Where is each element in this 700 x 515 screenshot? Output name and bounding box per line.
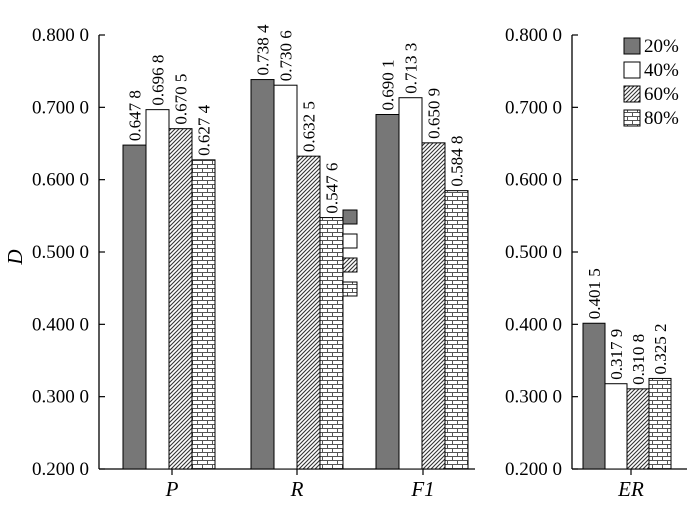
legend-swatch bbox=[623, 85, 641, 103]
y-tick-label: 0.800 0 bbox=[32, 25, 89, 46]
bar-value-label: 0.696 8 bbox=[149, 55, 168, 106]
bar-80pct-F1 bbox=[444, 190, 469, 470]
inline-legend-swatch bbox=[342, 233, 358, 249]
y-tick-label: 0.700 0 bbox=[505, 97, 562, 118]
bar-20pct-ER bbox=[582, 322, 606, 470]
bar-value-label: 0.738 4 bbox=[254, 24, 273, 76]
bar-80pct-P bbox=[191, 159, 216, 470]
x-category-label: P bbox=[165, 477, 179, 501]
bar-value-label: 0.310 8 bbox=[629, 334, 648, 385]
bar-value-label: 0.584 8 bbox=[448, 136, 467, 187]
bar-value-label: 0.713 3 bbox=[402, 43, 421, 94]
bar-value-label: 0.317 9 bbox=[607, 329, 626, 380]
legend-label: 40% bbox=[644, 60, 679, 81]
bar-value-label: 0.650 9 bbox=[425, 88, 444, 139]
legend-swatch bbox=[623, 37, 641, 55]
bar-60pct-P bbox=[168, 128, 193, 470]
bar-40pct-ER bbox=[604, 383, 628, 470]
y-tick-label: 0.200 0 bbox=[505, 459, 562, 480]
bar-60pct-F1 bbox=[421, 142, 446, 470]
bar-value-label: 0.690 1 bbox=[379, 59, 398, 110]
y-tick-label: 0.300 0 bbox=[32, 387, 89, 408]
legend-swatch bbox=[623, 61, 641, 79]
inline-legend-swatch bbox=[342, 281, 358, 297]
bar-40pct-R bbox=[273, 84, 298, 470]
bar-value-label: 0.627 4 bbox=[195, 104, 214, 156]
bar-80pct-ER bbox=[648, 377, 672, 470]
y-tick-label: 0.400 0 bbox=[32, 314, 89, 335]
bar-value-label: 0.401 5 bbox=[585, 268, 604, 319]
x-category-label: F1 bbox=[410, 477, 434, 501]
y-tick-label: 0.700 0 bbox=[32, 97, 89, 118]
bar-40pct-F1 bbox=[398, 97, 423, 470]
bar-value-label: 0.730 6 bbox=[277, 30, 296, 81]
inline-legend-swatch bbox=[342, 257, 358, 273]
bar-20pct-F1 bbox=[375, 113, 400, 470]
y-tick-label: 0.500 0 bbox=[505, 242, 562, 263]
y-tick-label: 0.500 0 bbox=[32, 242, 89, 263]
bar-60pct-R bbox=[296, 155, 321, 470]
bar-value-label: 0.647 8 bbox=[126, 90, 145, 141]
bar-40pct-P bbox=[145, 109, 170, 470]
legend-label: 20% bbox=[644, 36, 679, 57]
y-tick-label: 0.400 0 bbox=[505, 314, 562, 335]
y-tick-label: 0.800 0 bbox=[505, 25, 562, 46]
inline-legend-swatch bbox=[342, 209, 358, 225]
y-tick-label: 0.600 0 bbox=[505, 170, 562, 191]
x-category-label: R bbox=[290, 477, 304, 501]
bar-value-label: 0.325 2 bbox=[651, 323, 670, 374]
bar-80pct-R bbox=[319, 217, 344, 470]
y-axis-title: D bbox=[3, 249, 27, 265]
bar-value-label: 0.670 5 bbox=[172, 74, 191, 125]
x-category-label: ER bbox=[617, 477, 644, 501]
bar-value-label: 0.547 6 bbox=[323, 163, 342, 214]
legend-label: 60% bbox=[644, 84, 679, 105]
y-tick-label: 0.300 0 bbox=[505, 387, 562, 408]
bar-value-label: 0.632 5 bbox=[300, 101, 319, 152]
y-tick-label: 0.600 0 bbox=[32, 170, 89, 191]
bar-20pct-P bbox=[122, 144, 147, 470]
legend-label: 80% bbox=[644, 108, 679, 129]
y-tick-label: 0.200 0 bbox=[32, 459, 89, 480]
bar-60pct-ER bbox=[626, 388, 650, 470]
legend-swatch bbox=[623, 109, 641, 127]
bar-20pct-R bbox=[250, 79, 275, 470]
